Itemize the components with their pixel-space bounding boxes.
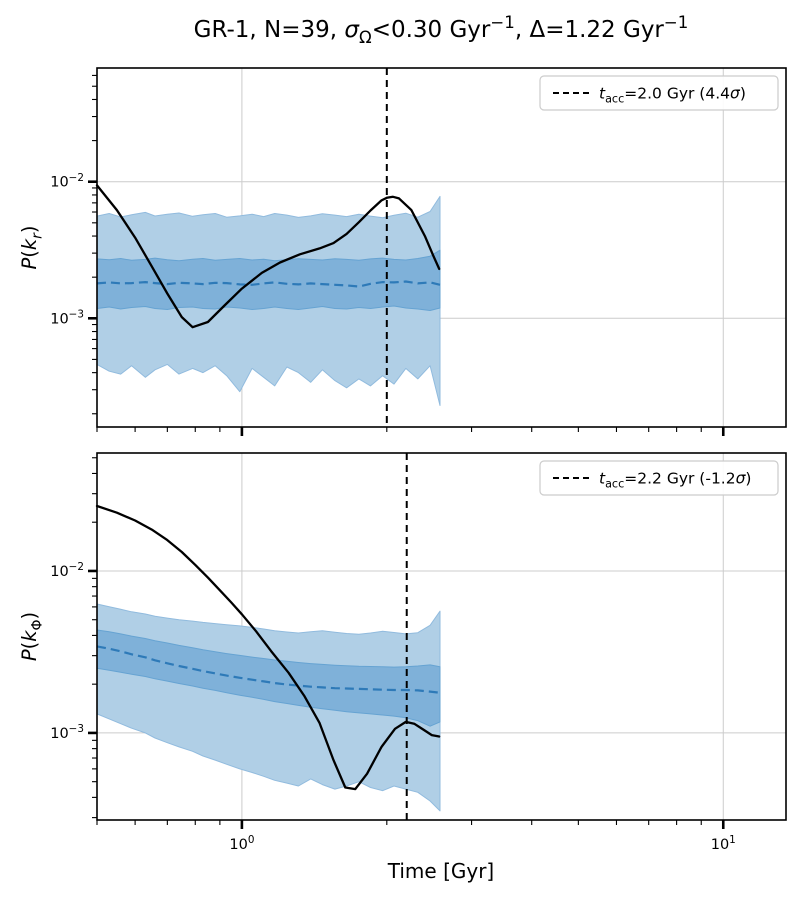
y-tick-label: 10−3 [50, 308, 84, 327]
x-tick-label: 101 [711, 834, 736, 853]
y-axis-label: P(kr) [18, 225, 45, 269]
axes-spines [96, 452, 787, 821]
y-tick-label: 10−2 [50, 561, 84, 580]
observed-curve [95, 184, 441, 329]
legend-box [539, 460, 779, 496]
y-axis-label: P(kΦ) [18, 612, 45, 661]
y-tick-label: 10−2 [50, 172, 84, 191]
legend: tacc=2.0 Gyr (4.4σ) [539, 75, 779, 111]
axis-ticks [88, 457, 725, 829]
figure-title: GR-1, N=39, σΩ<0.30 Gyr−1, Δ=1.22 Gyr−1 [194, 13, 689, 47]
null-median-line [96, 645, 441, 694]
legend-box [539, 75, 779, 111]
x-axis-label: Time [Gyr] [387, 859, 494, 883]
x-tick-label: 100 [229, 834, 254, 853]
legend-label: tacc=2.0 Gyr (4.4σ) [599, 85, 746, 106]
null-median-line [96, 280, 441, 288]
y-tick-label: 10−3 [50, 723, 84, 742]
legend: tacc=2.2 Gyr (-1.2σ) [539, 460, 779, 496]
observed-curve [95, 504, 441, 791]
axis-ticks [88, 74, 725, 436]
axes-spines [96, 67, 787, 428]
legend-label: tacc=2.2 Gyr (-1.2σ) [599, 470, 751, 491]
panel-top: 10−2 10−3 P(kr) tacc=2.0 Gyr (4.4σ) [18, 67, 787, 436]
inner-band [96, 249, 441, 311]
panel-bottom: 10−2 10−3 P(kΦ) tacc=2.2 Gyr (-1.2σ) [18, 452, 787, 829]
inner-band [96, 629, 441, 727]
